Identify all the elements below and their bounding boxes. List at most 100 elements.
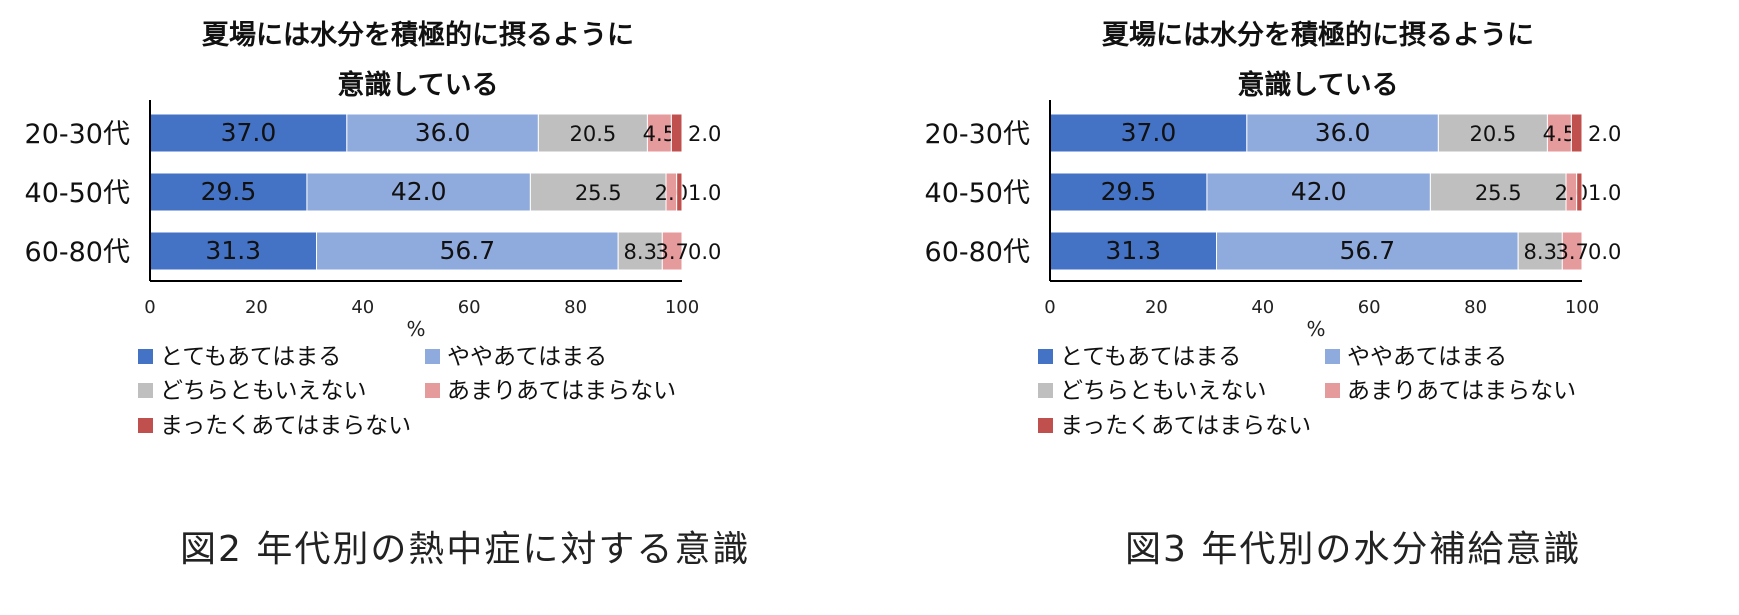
bar-segment bbox=[1049, 113, 1248, 153]
x-tick-label: 40 bbox=[351, 297, 374, 318]
data-label: 20.5 bbox=[1470, 122, 1517, 146]
data-label: 56.7 bbox=[1340, 236, 1396, 265]
x-tick-label: 20 bbox=[245, 297, 268, 318]
bar-segment bbox=[149, 231, 318, 271]
legend-label: どちらともいえない bbox=[1060, 378, 1267, 404]
data-label: 56.7 bbox=[440, 236, 496, 265]
legend-label: まったくあてはまらない bbox=[1060, 413, 1311, 439]
legend-swatch bbox=[1038, 418, 1053, 433]
legend-swatch bbox=[138, 349, 153, 364]
x-tick-label: 100 bbox=[1565, 297, 1599, 318]
figure-caption: 図3 年代別の水分補給意識 bbox=[1125, 529, 1582, 570]
bar-segment bbox=[1517, 231, 1563, 271]
data-label: 36.0 bbox=[415, 118, 471, 147]
data-label: 42.0 bbox=[391, 177, 447, 206]
y-tick-label: 40-50代 bbox=[925, 178, 1030, 209]
legend-label: あまりあてはまらない bbox=[1347, 378, 1576, 404]
chart-title: 意識している bbox=[1237, 69, 1398, 101]
chart-title: 夏場には水分を積極的に摂るように bbox=[1102, 19, 1534, 51]
data-label: 36.0 bbox=[1315, 118, 1371, 147]
data-label: 42.0 bbox=[1291, 177, 1347, 206]
data-label: 29.5 bbox=[1101, 177, 1157, 206]
data-label: 3.7 bbox=[1555, 240, 1588, 264]
legend-swatch bbox=[1325, 383, 1340, 398]
data-label: 20.5 bbox=[570, 122, 617, 146]
legend-label: とてもあてはまる bbox=[1060, 344, 1241, 370]
bar-segment bbox=[1049, 231, 1218, 271]
y-tick-label: 20-30代 bbox=[25, 119, 130, 150]
legend-label: どちらともいえない bbox=[160, 378, 367, 404]
bar-segment bbox=[676, 172, 683, 212]
legend-swatch bbox=[1325, 349, 1340, 364]
bar-segment bbox=[316, 231, 619, 271]
data-label: 0.0 bbox=[688, 240, 721, 264]
chart-panel-right: 夏場には水分を積極的に摂るように 意識している 20-30代 37.0 36.0 20.5… bbox=[900, 0, 1739, 615]
legend-label: まったくあてはまらない bbox=[160, 413, 411, 439]
bar-segment bbox=[1049, 172, 1208, 212]
y-tick-label: 60-80代 bbox=[25, 237, 130, 268]
legend-swatch bbox=[138, 383, 153, 398]
legend-swatch bbox=[425, 383, 440, 398]
x-tick-label: 100 bbox=[665, 297, 699, 318]
bar-segment bbox=[529, 172, 667, 212]
data-label: 2.0 bbox=[1588, 122, 1621, 146]
x-tick-label: 60 bbox=[1358, 297, 1381, 318]
data-label: 2.0 bbox=[688, 122, 721, 146]
data-label: 31.3 bbox=[1105, 236, 1161, 265]
bar-segment bbox=[149, 113, 348, 153]
bar-segment bbox=[1570, 113, 1583, 153]
bar-segment bbox=[670, 113, 683, 153]
x-tick-label: 80 bbox=[1464, 297, 1487, 318]
y-tick-label: 20-30代 bbox=[925, 119, 1030, 150]
y-tick-label: 60-80代 bbox=[925, 237, 1030, 268]
x-tick-label: 20 bbox=[1145, 297, 1168, 318]
bar-segment bbox=[1576, 172, 1583, 212]
bar-segment bbox=[1561, 231, 1583, 271]
bar-segment bbox=[306, 172, 531, 212]
bar-segment bbox=[661, 231, 683, 271]
x-tick-label: 0 bbox=[144, 297, 155, 318]
data-label: 4.5 bbox=[1543, 122, 1576, 146]
chart-title: 夏場には水分を積極的に摂るように bbox=[202, 19, 634, 51]
data-label: 29.5 bbox=[201, 177, 257, 206]
data-label: 37.0 bbox=[221, 118, 277, 147]
legend-label: ややあてはまる bbox=[1347, 344, 1507, 370]
data-label: 2.0 bbox=[1555, 181, 1588, 205]
bar-segment bbox=[537, 113, 648, 153]
x-axis-label: % bbox=[406, 317, 425, 341]
legend-label: とてもあてはまる bbox=[160, 344, 341, 370]
bar-segment bbox=[1437, 113, 1548, 153]
data-label: 4.5 bbox=[643, 122, 676, 146]
data-label: 8.3 bbox=[1524, 240, 1557, 264]
legend-label: ややあてはまる bbox=[447, 344, 607, 370]
data-label: 25.5 bbox=[1475, 181, 1522, 205]
data-label: 25.5 bbox=[575, 181, 622, 205]
bar-segment bbox=[346, 113, 539, 153]
figure-caption: 図2 年代別の熱中症に対する意識 bbox=[180, 529, 751, 570]
bar-segment bbox=[1206, 172, 1431, 212]
data-label: 2.0 bbox=[655, 181, 688, 205]
legend-swatch bbox=[138, 418, 153, 433]
x-axis-label: % bbox=[1306, 317, 1325, 341]
legend-swatch bbox=[425, 349, 440, 364]
bar-segment bbox=[149, 172, 308, 212]
data-label: 1.0 bbox=[1588, 181, 1621, 205]
x-tick-label: 60 bbox=[458, 297, 481, 318]
data-label: 1.0 bbox=[688, 181, 721, 205]
data-label: 8.3 bbox=[624, 240, 657, 264]
chart-title: 意識している bbox=[337, 69, 498, 101]
data-label: 37.0 bbox=[1121, 118, 1177, 147]
x-tick-label: 40 bbox=[1251, 297, 1274, 318]
legend-swatch bbox=[1038, 383, 1053, 398]
x-tick-label: 0 bbox=[1044, 297, 1055, 318]
data-label: 3.7 bbox=[655, 240, 688, 264]
bar-segment bbox=[1246, 113, 1439, 153]
data-label: 31.3 bbox=[205, 236, 261, 265]
bar-segment bbox=[1429, 172, 1567, 212]
y-tick-label: 40-50代 bbox=[25, 178, 130, 209]
data-label: 0.0 bbox=[1588, 240, 1621, 264]
legend-swatch bbox=[1038, 349, 1053, 364]
legend-label: あまりあてはまらない bbox=[447, 378, 676, 404]
